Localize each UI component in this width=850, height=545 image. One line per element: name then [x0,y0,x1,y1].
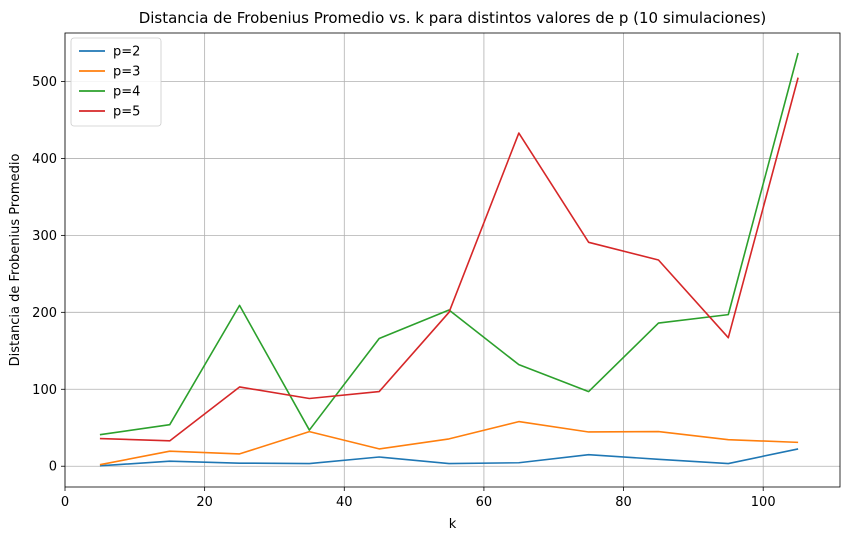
x-axis-label: k [449,517,457,532]
x-axis: 0 20 40 60 80 100 [61,487,776,510]
y-tick-label: 400 [32,152,57,167]
x-tick-label: 100 [751,495,776,510]
legend-box [70,37,162,127]
legend: p=2 p=3 p=4 p=5 [70,37,162,127]
y-tick-label: 200 [32,306,57,321]
series-lines [99,52,799,467]
x-tick-label: 0 [61,495,69,510]
x-tick-label: 40 [336,495,353,510]
series-line-p2 [99,448,799,467]
x-tick-label: 60 [476,495,493,510]
legend-label: p=2 [113,45,140,60]
x-tick-label: 80 [615,495,632,510]
y-tick-label: 300 [32,229,57,244]
series-line-p5 [99,77,799,442]
x-tick-label: 20 [196,495,213,510]
y-tick-label: 0 [49,460,57,475]
series-line-p3 [99,420,799,466]
y-tick-label: 100 [32,383,57,398]
legend-label: p=5 [113,105,140,120]
y-tick-label: 500 [32,75,57,90]
chart-title: Distancia de Frobenius Promedio vs. k pa… [139,9,767,27]
grid [64,33,840,487]
plot-frame [64,32,841,488]
series-line-p4 [99,52,799,436]
legend-label: p=3 [113,65,140,80]
y-axis: 0 100 200 300 400 500 [32,75,65,475]
legend-label: p=4 [113,85,140,100]
y-axis-label: Distancia de Frobenius Promedio [8,154,23,367]
